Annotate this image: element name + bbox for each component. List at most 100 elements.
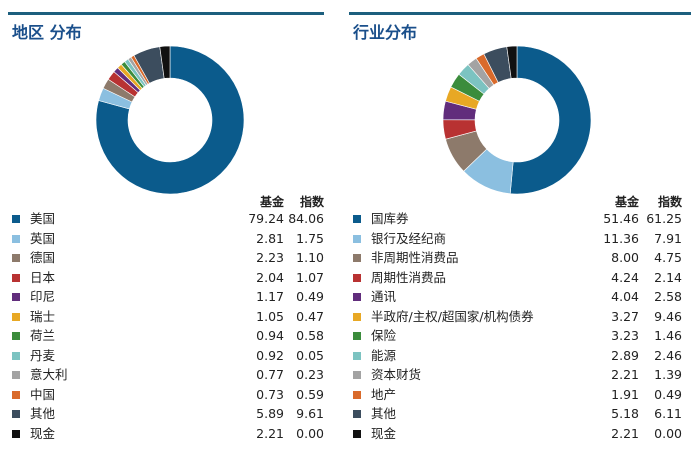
legend-row: 国库券 51.46 61.25 bbox=[349, 209, 691, 229]
legend-row: 德国 2.23 1.10 bbox=[8, 248, 324, 268]
legend-label: 丹麦 bbox=[30, 347, 56, 363]
legend-row: 美国 79.24 84.06 bbox=[8, 209, 324, 229]
legend-swatch bbox=[12, 215, 20, 223]
index-value: 2.14 bbox=[654, 269, 682, 285]
fund-value: 2.04 bbox=[256, 269, 284, 285]
fund-value: 0.73 bbox=[256, 386, 284, 402]
fund-value: 2.23 bbox=[256, 250, 284, 265]
index-value: 0.00 bbox=[296, 425, 324, 441]
legend-swatch bbox=[12, 273, 20, 282]
legend-label: 日本 bbox=[30, 269, 56, 285]
index-value: 7.91 bbox=[654, 230, 682, 246]
legend-swatch bbox=[12, 410, 20, 418]
legend-swatch bbox=[12, 234, 20, 243]
legend-label: 非周期性消费品 bbox=[371, 250, 459, 265]
legend-label: 地产 bbox=[371, 386, 397, 402]
chart-title: 地区 分布 bbox=[12, 23, 82, 42]
legend-label: 资本财货 bbox=[371, 367, 422, 382]
index-value: 0.49 bbox=[654, 386, 682, 402]
donut-chart bbox=[442, 45, 592, 195]
legend-swatch bbox=[353, 410, 361, 418]
legend-swatch bbox=[353, 254, 361, 262]
index-value: 1.75 bbox=[296, 230, 324, 246]
legend-swatch bbox=[12, 390, 20, 399]
legend-label: 半政府/主权/超国家/机构债券 bbox=[371, 308, 534, 324]
legend-label: 德国 bbox=[30, 250, 56, 265]
fund-value: 2.21 bbox=[256, 425, 284, 441]
legend-row: 资本财货 2.21 1.39 bbox=[349, 365, 691, 385]
index-value: 9.46 bbox=[654, 308, 682, 324]
fund-value: 1.17 bbox=[256, 289, 284, 304]
fund-value: 79.24 bbox=[248, 211, 284, 226]
legend-row: 中国 0.73 0.59 bbox=[8, 385, 324, 405]
fund-value: 0.92 bbox=[256, 347, 284, 363]
legend-swatch bbox=[353, 351, 361, 360]
legend-label: 保险 bbox=[371, 328, 397, 343]
legend-swatch bbox=[353, 390, 361, 399]
legend-swatch bbox=[12, 429, 20, 438]
legend-label: 其他 bbox=[371, 406, 397, 421]
legend-swatch bbox=[12, 254, 20, 262]
index-value: 1.07 bbox=[296, 269, 324, 285]
fund-value: 3.23 bbox=[611, 328, 639, 343]
legend-swatch bbox=[353, 234, 361, 243]
legend: 美国 79.24 84.06 英国 2.81 1.75 德国 2.23 1.10 日本 2.04 1.… bbox=[8, 209, 324, 443]
legend-row: 现金 2.21 0.00 bbox=[349, 424, 691, 444]
donut-slice bbox=[506, 45, 518, 79]
fund-value: 0.77 bbox=[256, 367, 284, 382]
legend-row: 瑞士 1.05 0.47 bbox=[8, 307, 324, 327]
header-index: 指数 bbox=[299, 195, 324, 209]
fund-value: 5.18 bbox=[611, 406, 639, 421]
index-value: 1.46 bbox=[654, 328, 682, 343]
legend-row: 半政府/主权/超国家/机构债券 3.27 9.46 bbox=[349, 307, 691, 327]
header-fund: 基金 bbox=[259, 195, 284, 209]
legend-row: 意大利 0.77 0.23 bbox=[8, 365, 324, 385]
title-rule bbox=[349, 12, 691, 15]
fund-value: 8.00 bbox=[611, 250, 639, 265]
legend-swatch bbox=[12, 371, 20, 379]
index-value: 1.39 bbox=[654, 367, 682, 382]
index-value: 0.23 bbox=[296, 367, 324, 382]
fund-value: 3.27 bbox=[611, 308, 639, 324]
legend-row: 地产 1.91 0.49 bbox=[349, 385, 691, 405]
legend-label: 现金 bbox=[371, 425, 397, 441]
legend-label: 美国 bbox=[30, 211, 56, 226]
fund-value: 0.94 bbox=[256, 328, 284, 343]
legend-swatch bbox=[353, 429, 361, 438]
index-value: 84.06 bbox=[288, 211, 324, 226]
legend-row: 现金 2.21 0.00 bbox=[8, 424, 324, 444]
legend-row: 能源 2.89 2.46 bbox=[349, 346, 691, 366]
donut-slice bbox=[159, 45, 171, 79]
fund-value: 11.36 bbox=[603, 230, 639, 246]
index-value: 2.46 bbox=[654, 347, 682, 363]
fund-value: 2.21 bbox=[611, 425, 639, 441]
index-value: 6.11 bbox=[654, 406, 682, 421]
region-panel: 地区 分布 基金 指数 美国 79.24 84.06 英国 2.81 1.75 德国 2.23… bbox=[8, 0, 324, 452]
chart-title: 行业分布 bbox=[353, 23, 418, 42]
legend-row: 通讯 4.04 2.58 bbox=[349, 287, 691, 307]
legend-swatch bbox=[353, 215, 361, 223]
legend-row: 非周期性消费品 8.00 4.75 bbox=[349, 248, 691, 268]
index-value: 2.58 bbox=[654, 289, 682, 304]
legend-row: 周期性消费品 4.24 2.14 bbox=[349, 268, 691, 288]
legend-swatch bbox=[353, 332, 361, 340]
legend-label: 英国 bbox=[30, 230, 56, 246]
index-value: 0.49 bbox=[296, 289, 324, 304]
legend-row: 丹麦 0.92 0.05 bbox=[8, 346, 324, 366]
fund-value: 2.81 bbox=[256, 230, 284, 246]
legend-label: 印尼 bbox=[30, 289, 56, 304]
fund-value: 51.46 bbox=[603, 211, 639, 226]
legend-row: 日本 2.04 1.07 bbox=[8, 268, 324, 288]
legend-label: 瑞士 bbox=[30, 308, 56, 324]
index-value: 0.47 bbox=[296, 308, 324, 324]
sector-panel: 行业分布 基金 指数 国库券 51.46 61.25 银行及经纪商 11.36 7.91 非… bbox=[349, 0, 691, 452]
title-rule bbox=[8, 12, 324, 15]
legend-swatch bbox=[353, 312, 361, 321]
fund-value: 5.89 bbox=[256, 406, 284, 421]
legend-label: 意大利 bbox=[30, 367, 68, 382]
legend-label: 国库券 bbox=[371, 211, 409, 226]
legend-swatch bbox=[353, 293, 361, 301]
legend: 国库券 51.46 61.25 银行及经纪商 11.36 7.91 非周期性消费品 8.00 4… bbox=[349, 209, 691, 443]
header-fund: 基金 bbox=[614, 195, 639, 209]
legend-swatch bbox=[353, 273, 361, 282]
